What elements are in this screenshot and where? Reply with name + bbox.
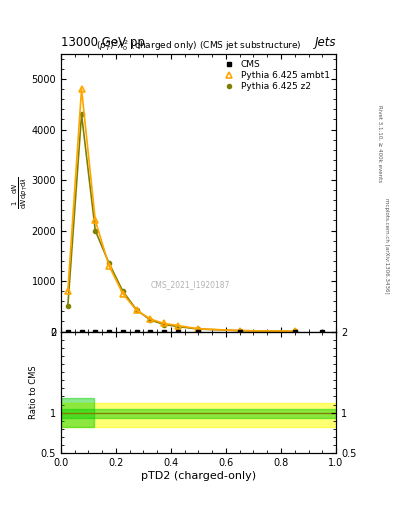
Text: 13000 GeV pp: 13000 GeV pp bbox=[61, 36, 145, 49]
Pythia 6.425 z2 bbox=[162, 322, 167, 328]
CMS bbox=[107, 329, 112, 335]
Pythia 6.425 ambt1 bbox=[148, 316, 152, 322]
CMS bbox=[237, 329, 242, 335]
Pythia 6.425 ambt1 bbox=[93, 218, 97, 224]
CMS bbox=[134, 329, 139, 335]
Text: mcplots.cern.ch [arXiv:1306.3436]: mcplots.cern.ch [arXiv:1306.3436] bbox=[384, 198, 389, 293]
CMS bbox=[292, 329, 297, 335]
Pythia 6.425 z2 bbox=[93, 227, 97, 233]
Pythia 6.425 z2 bbox=[237, 328, 242, 334]
Title: $(p_{T}^{P})^{2}\lambda_{0}^{2}$ (charged only) (CMS jet substructure): $(p_{T}^{P})^{2}\lambda_{0}^{2}$ (charge… bbox=[95, 38, 301, 53]
Pythia 6.425 ambt1 bbox=[107, 263, 112, 269]
CMS bbox=[320, 329, 325, 335]
Pythia 6.425 ambt1 bbox=[162, 321, 167, 327]
Pythia 6.425 z2 bbox=[196, 326, 201, 332]
CMS bbox=[175, 329, 180, 335]
Pythia 6.425 ambt1 bbox=[175, 323, 180, 329]
Y-axis label: $\frac{1}{\mathrm{d}N}\frac{\mathrm{d}N}{\mathrm{d}p_T \mathrm{d}\lambda}$: $\frac{1}{\mathrm{d}N}\frac{\mathrm{d}N}… bbox=[11, 176, 30, 209]
CMS bbox=[196, 329, 201, 335]
Pythia 6.425 ambt1 bbox=[237, 328, 242, 334]
CMS bbox=[93, 329, 97, 335]
CMS bbox=[79, 329, 84, 335]
Pythia 6.425 z2 bbox=[292, 328, 297, 334]
Pythia 6.425 ambt1 bbox=[120, 291, 125, 297]
Line: Pythia 6.425 z2: Pythia 6.425 z2 bbox=[66, 112, 297, 333]
Y-axis label: Ratio to CMS: Ratio to CMS bbox=[29, 366, 38, 419]
Pythia 6.425 z2 bbox=[134, 307, 139, 313]
Pythia 6.425 ambt1 bbox=[134, 307, 139, 313]
Pythia 6.425 ambt1 bbox=[196, 326, 201, 332]
CMS bbox=[162, 329, 167, 335]
Line: Pythia 6.425 ambt1: Pythia 6.425 ambt1 bbox=[65, 87, 298, 334]
CMS bbox=[65, 329, 70, 335]
Legend: CMS, Pythia 6.425 ambt1, Pythia 6.425 z2: CMS, Pythia 6.425 ambt1, Pythia 6.425 z2 bbox=[219, 58, 332, 93]
Pythia 6.425 z2 bbox=[175, 324, 180, 330]
Pythia 6.425 ambt1 bbox=[292, 328, 297, 334]
Pythia 6.425 z2 bbox=[107, 260, 112, 266]
Pythia 6.425 ambt1 bbox=[65, 288, 70, 294]
Pythia 6.425 z2 bbox=[120, 288, 125, 294]
X-axis label: pTD2 (charged-only): pTD2 (charged-only) bbox=[141, 471, 256, 481]
Line: CMS: CMS bbox=[65, 329, 325, 334]
Text: Jets: Jets bbox=[314, 36, 336, 49]
Text: Rivet 3.1.10, ≥ 400k events: Rivet 3.1.10, ≥ 400k events bbox=[377, 105, 382, 182]
Pythia 6.425 z2 bbox=[148, 317, 152, 323]
Pythia 6.425 z2 bbox=[65, 303, 70, 309]
Pythia 6.425 ambt1 bbox=[79, 86, 84, 92]
Pythia 6.425 z2 bbox=[79, 111, 84, 117]
CMS bbox=[148, 329, 152, 335]
CMS bbox=[120, 329, 125, 335]
Text: CMS_2021_I1920187: CMS_2021_I1920187 bbox=[151, 280, 230, 289]
